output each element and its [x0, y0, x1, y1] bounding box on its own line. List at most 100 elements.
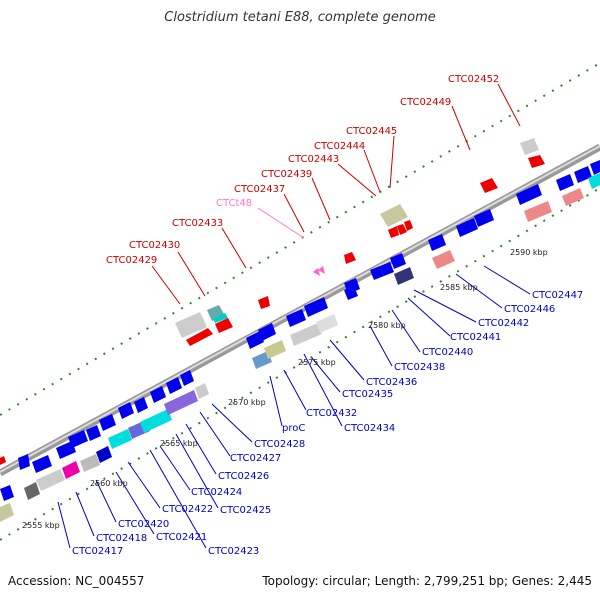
gene-salmon-2 — [524, 201, 552, 222]
scale-2570: 2570 kbp — [228, 398, 266, 407]
gene-ctc02433 — [258, 296, 270, 309]
scale-2565: 2565 kbp — [160, 439, 198, 448]
leader-ctc02417 — [57, 501, 71, 549]
leader-lines — [57, 83, 531, 549]
gene-ctc02452 — [528, 155, 545, 168]
gene-ctc02436b — [304, 297, 328, 317]
gene-ctc02420 — [56, 441, 76, 459]
gene-ctc02440 — [370, 266, 384, 280]
leader-ctc02420 — [95, 479, 117, 523]
scale-2575: 2575 kbp — [298, 358, 336, 367]
leader-ctc02443 — [337, 163, 377, 197]
gene-blue-pair2 — [258, 323, 276, 341]
leader-ctct48 — [257, 207, 305, 239]
gene-ctc02430 — [215, 318, 233, 333]
gene-grey-a — [80, 454, 100, 472]
scale-2580: 2580 kbp — [368, 321, 406, 330]
scale-2585: 2585 kbp — [440, 283, 478, 292]
gene-ctc02429 — [186, 328, 213, 346]
gene-grey-2 — [380, 204, 408, 227]
leader-ctc02422 — [127, 461, 161, 509]
label-ctc02436: CTC02436 — [366, 377, 417, 388]
leader-ctc02442 — [413, 289, 477, 323]
gene-pink-2 — [318, 266, 325, 274]
leader-proc — [269, 375, 283, 427]
label-ctc02430: CTC02430 — [129, 240, 180, 251]
leader-ctc02424 — [159, 445, 191, 491]
label-ctc02441: CTC02441 — [450, 332, 501, 343]
scale-2555: 2555 kbp — [22, 521, 60, 530]
label-ctc02449: CTC02449 — [400, 97, 451, 108]
label-ctc02439: CTC02439 — [261, 169, 312, 180]
gene-ctc02427 — [166, 377, 182, 394]
label-ctc02422: CTC02422 — [162, 504, 213, 515]
leader-ctc02428 — [211, 403, 253, 443]
gene-ctc02418 — [32, 455, 52, 473]
gene-grey-d — [195, 383, 209, 399]
gene-cyan-small — [213, 313, 228, 323]
gene-cyan-right — [588, 173, 600, 189]
gene-grey-c — [24, 482, 40, 500]
label-ctc02440: CTC02440 — [422, 347, 473, 358]
gene-ctc02447 — [456, 218, 478, 237]
leader-ctc02427 — [199, 411, 231, 457]
leader-ctc02426 — [185, 423, 217, 475]
gene-ctc02439 — [344, 252, 356, 264]
gene-ctc02442 — [390, 253, 406, 269]
reverse-gene-labels: CTC02417 CTC02418 CTC02420 CTC02421 CTC0… — [72, 290, 583, 557]
leader-ctc02437 — [283, 193, 305, 233]
leader-ctc02441 — [407, 297, 451, 337]
label-ctc02444: CTC02444 — [314, 141, 365, 152]
leader-ctc02418 — [75, 491, 95, 537]
label-ctc02423: CTC02423 — [208, 546, 259, 557]
label-ctc02417: CTC02417 — [72, 546, 123, 557]
gene-purple-b — [164, 390, 198, 415]
label-ctc02427: CTC02427 — [230, 453, 281, 464]
gene-blue-right1 — [556, 174, 574, 191]
gene-ctc02445 — [404, 220, 413, 231]
gene-grey-left — [0, 503, 14, 522]
accession-text: Accession: NC_004557 — [8, 574, 145, 588]
label-proc: proC — [282, 423, 305, 434]
gene-trna-ctct48 — [313, 268, 320, 276]
gene-red-small-1 — [0, 456, 6, 465]
label-ctc02429: CTC02429 — [106, 255, 157, 266]
leader-ctc02433 — [221, 227, 247, 269]
scale-labels: 2555 kbp 2560 kbp 2565 kbp 2570 kbp 2575… — [22, 248, 548, 530]
gene-ctc02446 — [428, 234, 446, 251]
leader-ctc02445 — [389, 135, 395, 189]
gene-ctc02424 — [118, 402, 134, 419]
label-ctct48: CTCt48 — [216, 198, 252, 209]
label-ctc02445: CTC02445 — [346, 126, 397, 137]
genome-backbone-highlight — [0, 145, 600, 473]
label-ctc02438: CTC02438 — [394, 362, 445, 373]
leader-ctc02434 — [303, 353, 343, 427]
leader-ctc02436 — [329, 339, 365, 381]
gene-blue-2590 — [516, 184, 542, 205]
gene-salmon-3 — [562, 188, 584, 206]
gene-grey-1 — [175, 312, 207, 338]
label-ctc02433: CTC02433 — [172, 218, 223, 229]
label-ctc02418: CTC02418 — [96, 533, 147, 544]
gene-blue-2555 — [0, 485, 14, 501]
leader-ctc02435 — [311, 357, 341, 393]
leader-ctc02423 — [149, 449, 207, 549]
label-ctc02432: CTC02432 — [306, 408, 357, 419]
gene-blue-right3 — [590, 160, 600, 175]
label-ctc02424: CTC02424 — [191, 487, 242, 498]
leader-ctc02449 — [451, 105, 471, 151]
gene-cyan-a — [96, 446, 112, 463]
gene-blue-right2 — [574, 166, 592, 183]
gene-ctc02423 — [99, 414, 116, 431]
reverse-strand-genes — [0, 160, 600, 501]
label-ctc02428: CTC02428 — [254, 439, 305, 450]
label-ctc02437: CTC02437 — [234, 184, 285, 195]
label-ctc02443: CTC02443 — [288, 154, 339, 165]
leader-ctc02439 — [311, 177, 331, 221]
leader-ctc02425 — [175, 433, 219, 509]
gene-ctc02436 — [286, 309, 306, 327]
gene-ctc02449 — [480, 178, 498, 193]
leader-ctc02444 — [363, 149, 381, 193]
